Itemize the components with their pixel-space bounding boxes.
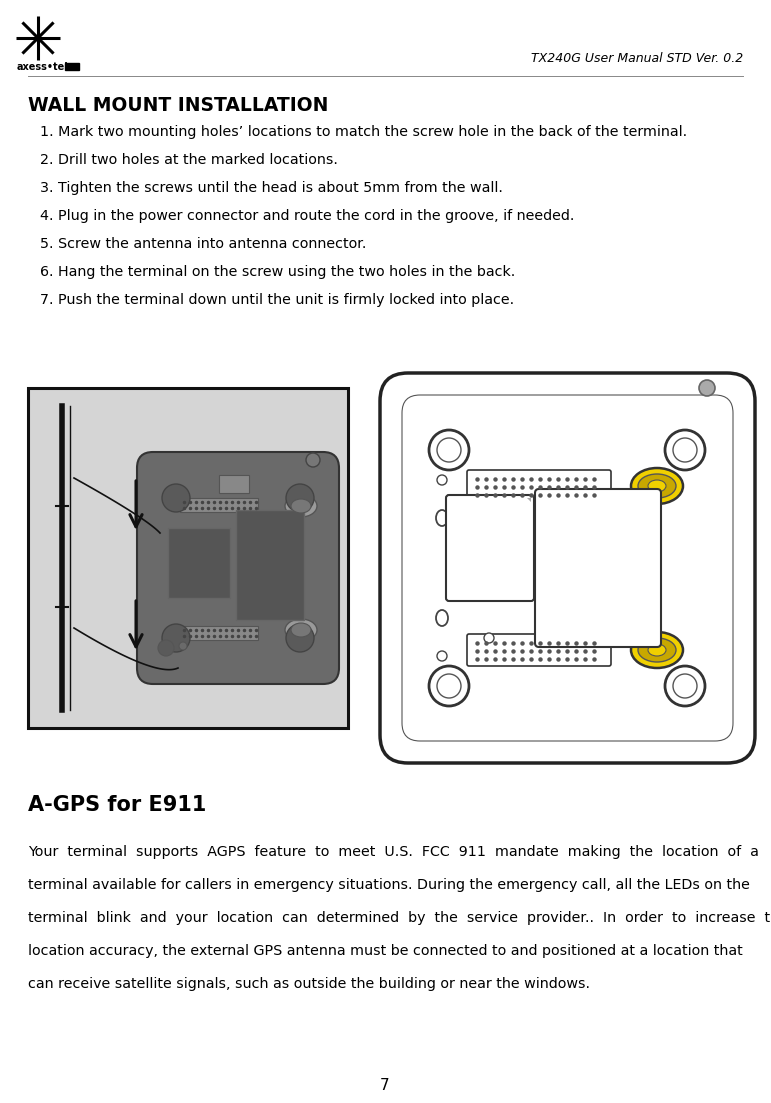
Circle shape [286,484,314,512]
Circle shape [437,475,447,485]
FancyBboxPatch shape [137,452,339,684]
Polygon shape [527,497,531,502]
Bar [236,510,304,620]
FancyBboxPatch shape [180,627,258,640]
Ellipse shape [631,468,683,504]
Circle shape [179,642,187,650]
Text: TX240G User Manual STD Ver. 0.2: TX240G User Manual STD Ver. 0.2 [530,52,743,64]
Circle shape [429,430,469,470]
FancyBboxPatch shape [535,489,661,647]
FancyBboxPatch shape [467,470,611,502]
Text: terminal available for callers in emergency situations. During the emergency cal: terminal available for callers in emerge… [28,878,750,892]
Ellipse shape [648,480,666,492]
Text: 3. Tighten the screws until the head is about 5mm from the wall.: 3. Tighten the screws until the head is … [40,181,503,195]
Ellipse shape [285,619,317,641]
Bar [168,528,230,598]
Ellipse shape [631,632,683,668]
Circle shape [665,666,705,706]
Circle shape [665,430,705,470]
Ellipse shape [638,474,676,497]
Text: 6. Hang the terminal on the screw using the two holes in the back.: 6. Hang the terminal on the screw using … [40,265,515,279]
Ellipse shape [291,623,311,638]
Ellipse shape [648,644,666,656]
Circle shape [437,674,461,698]
Text: 7: 7 [380,1079,390,1093]
FancyBboxPatch shape [180,497,258,512]
Circle shape [673,674,697,698]
Ellipse shape [291,499,311,513]
Circle shape [437,651,447,661]
Text: location accuracy, the external GPS antenna must be connected to and positioned : location accuracy, the external GPS ante… [28,944,742,959]
Text: WALL MOUNT INSTALLATION: WALL MOUNT INSTALLATION [28,96,328,115]
Circle shape [158,640,174,656]
Ellipse shape [638,638,676,662]
Text: A-GPS for E911: A-GPS for E911 [28,795,207,815]
FancyBboxPatch shape [28,388,348,728]
Circle shape [673,438,697,462]
FancyBboxPatch shape [380,373,755,763]
FancyBboxPatch shape [544,505,590,529]
Text: Your  terminal  supports  AGPS  feature  to  meet  U.S.  FCC  911  mandate  maki: Your terminal supports AGPS feature to m… [28,845,759,859]
Text: 2. Drill two holes at the marked locations.: 2. Drill two holes at the marked locatio… [40,153,338,167]
Ellipse shape [436,610,448,627]
Circle shape [286,624,314,652]
Text: 7. Push the terminal down until the unit is firmly locked into place.: 7. Push the terminal down until the unit… [40,293,514,307]
FancyBboxPatch shape [219,475,249,493]
Text: terminal  blink  and  your  location  can  determined  by  the  service  provide: terminal blink and your location can det… [28,911,771,925]
Circle shape [484,633,494,643]
Bar [65,63,79,69]
Circle shape [699,381,715,396]
Text: can receive satellite signals, such as outside the building or near the windows.: can receive satellite signals, such as o… [28,977,590,990]
Text: 1. Mark two mounting holes’ locations to match the screw hole in the back of the: 1. Mark two mounting holes’ locations to… [40,125,687,139]
FancyBboxPatch shape [402,395,733,741]
Circle shape [437,438,461,462]
Text: 5. Screw the antenna into antenna connector.: 5. Screw the antenna into antenna connec… [40,237,366,251]
FancyBboxPatch shape [446,495,534,601]
Circle shape [429,666,469,706]
Text: axess•tel: axess•tel [17,62,69,72]
Circle shape [306,453,320,467]
Ellipse shape [285,495,317,517]
FancyBboxPatch shape [553,510,581,524]
Circle shape [162,484,190,512]
Text: 4. Plug in the power connector and route the cord in the groove, if needed.: 4. Plug in the power connector and route… [40,208,574,223]
Circle shape [162,624,190,652]
FancyBboxPatch shape [467,634,611,666]
Ellipse shape [436,510,448,526]
